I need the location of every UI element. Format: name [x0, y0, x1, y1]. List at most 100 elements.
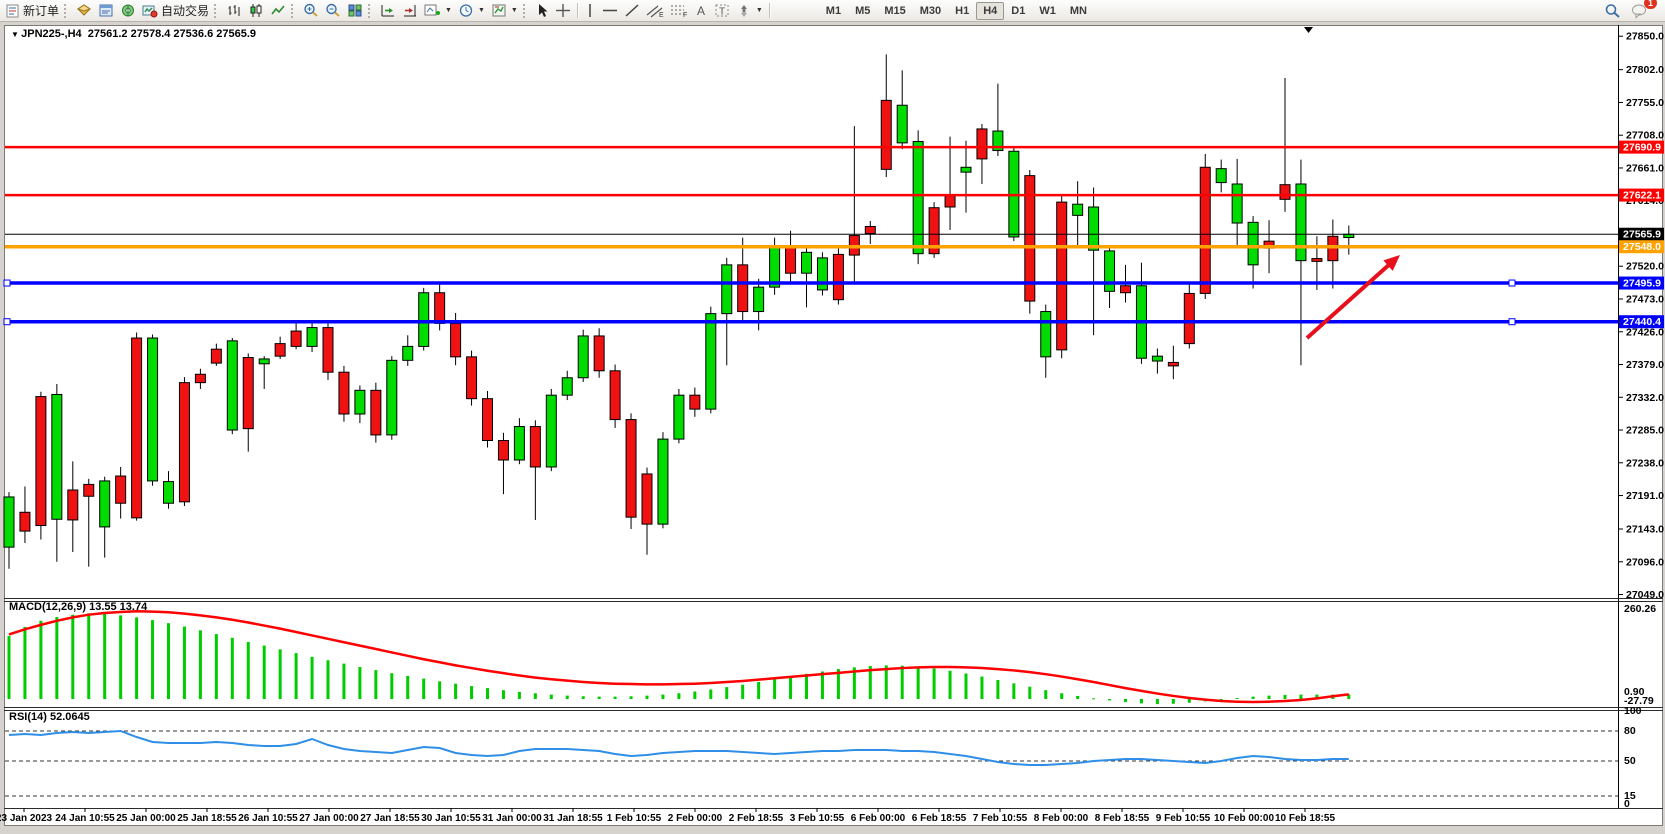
svg-text:0: 0 — [1624, 798, 1630, 810]
zoom-in-button[interactable] — [300, 1, 322, 21]
svg-text:27332.0: 27332.0 — [1626, 392, 1664, 404]
time-axis-label: 9 Feb 10:55 — [1156, 813, 1211, 824]
svg-text:27143.0: 27143.0 — [1626, 524, 1664, 536]
autotrade-button[interactable]: 自动交易 — [139, 1, 212, 21]
symbol-dropdown-icon[interactable]: ▼ — [11, 30, 22, 39]
data-window-button[interactable] — [95, 1, 117, 21]
autotrade-icon — [142, 5, 158, 18]
tile-windows-button[interactable] — [344, 1, 366, 21]
cursor-tool-button[interactable] — [532, 1, 552, 21]
text-label-tool-button[interactable]: T — [711, 1, 733, 21]
tab-timeframe-w1[interactable]: W1 — [1039, 4, 1056, 17]
template-icon — [492, 4, 506, 17]
line-selection-handle[interactable] — [3, 279, 11, 287]
toolbar-drag-handle — [214, 3, 220, 18]
price-badge — [1619, 227, 1664, 241]
svg-text:27473.0: 27473.0 — [1626, 294, 1664, 306]
tab-timeframe-m15[interactable]: M15 — [884, 4, 906, 17]
svg-text:27661.0: 27661.0 — [1626, 162, 1664, 174]
market-watch-button[interactable] — [73, 1, 95, 21]
svg-text:50: 50 — [1624, 755, 1636, 767]
time-axis-label: 2 Feb 18:55 — [729, 813, 784, 824]
line-chart-button[interactable] — [267, 1, 289, 21]
tile-windows-icon — [348, 4, 362, 17]
svg-text:F: F — [683, 12, 687, 18]
trend-arrow-head[interactable] — [1383, 255, 1400, 271]
chevron-down-icon: ▼ — [755, 7, 763, 14]
svg-text:27850.0: 27850.0 — [1626, 31, 1664, 43]
chevron-down-icon: ▼ — [477, 7, 485, 14]
svg-text:27379.0: 27379.0 — [1626, 359, 1664, 371]
tab-timeframe-d1[interactable]: D1 — [1011, 4, 1026, 17]
chart-shift-marker[interactable] — [1304, 27, 1313, 33]
svg-text:15: 15 — [1624, 790, 1636, 802]
time-axis-label: 7 Feb 10:55 — [973, 813, 1028, 824]
template-button[interactable]: ▼ — [488, 1, 521, 21]
tab-timeframe-mn[interactable]: MN — [1069, 4, 1087, 17]
time-axis-label: 31 Jan 00:00 — [482, 813, 542, 824]
main-toolbar: 新订单 自动交易 ▼ ▼ — [0, 0, 1665, 22]
time-axis-label: 27 Jan 00:00 — [299, 813, 359, 824]
chart-symbol-info[interactable]: ▼ JPN225-,H4 27561.2 27578.4 27536.6 275… — [11, 28, 257, 40]
time-axis-label: 30 Jan 10:55 — [421, 813, 481, 824]
candlestick-chart-button[interactable] — [245, 1, 267, 21]
chart-autoscroll-button[interactable] — [399, 1, 421, 21]
rsi-indicator-label: RSI(14) 52.0645 — [9, 711, 90, 723]
line-selection-handle[interactable] — [3, 318, 11, 326]
vertical-line-tool-button[interactable] — [581, 1, 599, 21]
trendline-icon — [625, 4, 639, 17]
chart-autoscroll-icon — [404, 5, 417, 17]
channel-tool-button[interactable]: E — [643, 1, 667, 21]
time-axis-label: 8 Feb 18:55 — [1095, 813, 1150, 824]
add-indicator-button[interactable]: ▼ — [421, 1, 455, 21]
trend-arrow-annotation[interactable] — [1305, 260, 1394, 340]
navigator-button[interactable] — [117, 1, 139, 21]
time-axis-label: 24 Jan 10:55 — [55, 813, 115, 824]
clock-icon — [459, 4, 473, 17]
time-axis-label: 1 Feb 10:55 — [607, 813, 662, 824]
chevron-down-icon: ▼ — [445, 7, 452, 14]
tab-timeframe-m30[interactable]: M30 — [919, 4, 942, 17]
trendline-tool-button[interactable] — [621, 1, 643, 21]
time-axis-label: 23 Jan 2023 — [0, 813, 53, 824]
fibonacci-tool-button[interactable]: F — [667, 1, 691, 21]
chart-shift-button[interactable] — [377, 1, 399, 21]
time-axis-label: 3 Feb 10:55 — [790, 813, 845, 824]
new-order-label: 新订单 — [23, 4, 60, 18]
search-icon — [1605, 3, 1620, 18]
new-order-button[interactable]: 新订单 — [3, 1, 62, 21]
chat-bubble-icon — [1632, 4, 1646, 19]
text-tool-button[interactable]: A — [691, 1, 711, 21]
time-axis-label: 25 Jan 18:55 — [177, 813, 237, 824]
text-a-icon: A — [697, 4, 705, 18]
svg-text:27802.0: 27802.0 — [1626, 64, 1664, 76]
toolbar-separator — [768, 3, 770, 18]
line-selection-handle[interactable] — [1508, 318, 1516, 326]
line-selection-handle[interactable] — [1508, 279, 1516, 287]
time-axis-label: 25 Jan 00:00 — [116, 813, 176, 824]
toolbar-drag-handle — [368, 3, 374, 18]
tab-timeframe-h1[interactable]: H1 — [955, 4, 970, 17]
market-watch-icon — [76, 4, 92, 16]
notification-badge: 1 — [1643, 0, 1657, 9]
time-axis-label: 10 Feb 18:55 — [1275, 813, 1335, 824]
zoom-out-button[interactable] — [322, 1, 344, 21]
tab-timeframe-h4[interactable]: H4 — [976, 1, 1005, 20]
notifications-button[interactable]: 1 — [1628, 0, 1657, 21]
search-button[interactable] — [1601, 1, 1624, 21]
crosshair-tool-button[interactable] — [552, 1, 574, 21]
svg-text:27238.0: 27238.0 — [1626, 457, 1664, 469]
horizontal-line-tool-button[interactable] — [599, 1, 621, 21]
tab-timeframe-m5[interactable]: M5 — [855, 4, 871, 17]
period-dropdown-button[interactable]: ▼ — [455, 1, 488, 21]
macd-indicator-label: MACD(12,26,9) 13.55 13.74 — [9, 601, 148, 613]
time-axis-label: 2 Feb 00:00 — [668, 813, 723, 824]
bar-chart-button[interactable] — [223, 1, 245, 21]
cursor-icon — [538, 4, 548, 17]
svg-text:260.26: 260.26 — [1624, 603, 1656, 615]
arrows-tool-button[interactable]: ▼ — [733, 1, 766, 21]
svg-text:27285.0: 27285.0 — [1626, 425, 1664, 437]
svg-text:27520.0: 27520.0 — [1626, 261, 1664, 273]
tab-timeframe-m1[interactable]: M1 — [825, 4, 842, 17]
